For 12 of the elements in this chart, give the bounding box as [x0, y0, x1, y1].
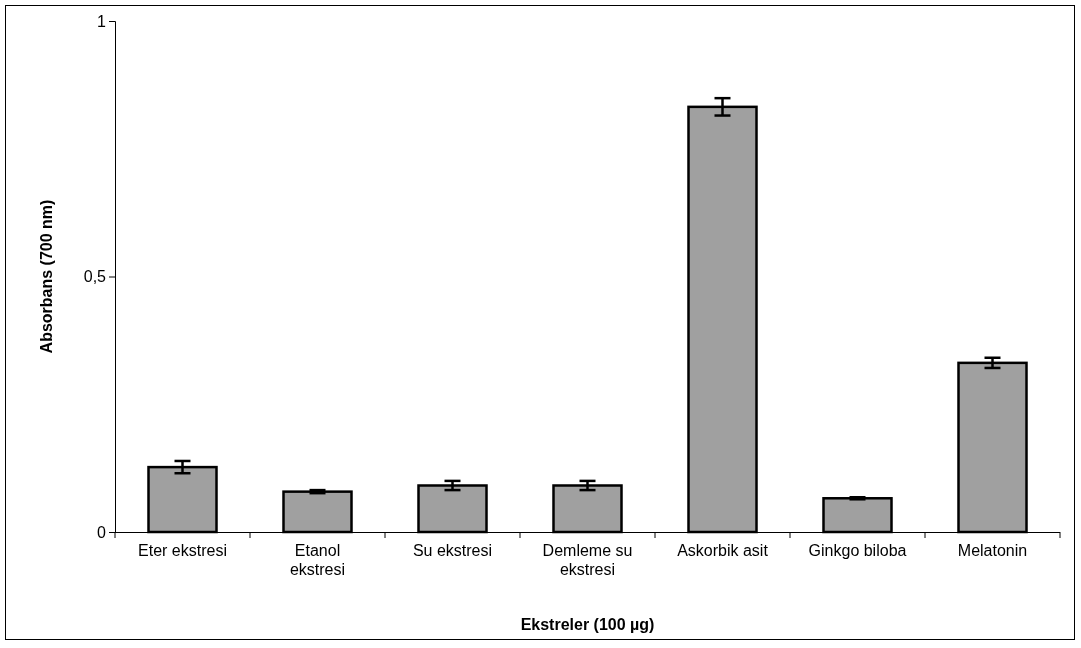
x-tick-label: Melatonin [957, 542, 1028, 559]
x-tick-label: Askorbik asit [677, 542, 769, 559]
y-tick-label: 0,5 [83, 268, 107, 286]
x-tick-label: Etanol ekstresi [289, 542, 346, 578]
x-tick-label: Ginkgo biloba [808, 542, 907, 559]
x-tick-label: Su ekstresi [412, 542, 493, 559]
x-tick-label: Demleme su ekstresi [542, 542, 633, 578]
x-axis-title: Ekstreler (100 µg) [520, 616, 655, 633]
y-tick-label: 1 [97, 12, 107, 30]
y-axis-title: Absorbans (700 nm) [38, 199, 55, 354]
x-tick-label: Eter ekstresi [138, 542, 227, 559]
y-tick-label: 0 [97, 523, 107, 541]
